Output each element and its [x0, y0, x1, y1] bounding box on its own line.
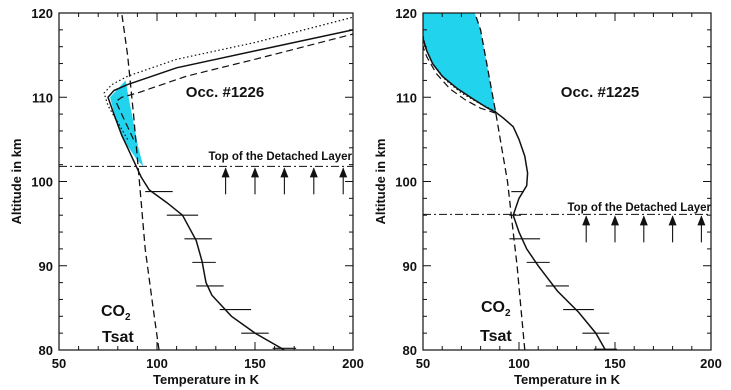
profile-lower-bound	[423, 46, 497, 114]
co2-label-main: CO	[101, 303, 125, 320]
co2-label-subscript: 2	[125, 312, 131, 323]
x-tick-label: 50	[52, 356, 66, 371]
y-axis-title: Altitude in km	[9, 139, 24, 225]
chart-panel-1: 50 100 150 200 80 90 100 110 120 Temperature in K…	[9, 6, 364, 387]
supersaturated-region	[423, 13, 496, 113]
temperature-profile-line	[107, 29, 353, 350]
x-tick-label: 100	[508, 356, 530, 371]
up-arrow-icon	[309, 167, 318, 195]
x-tick-label: 200	[700, 356, 722, 371]
occultation-label: Occ. #1225	[561, 84, 639, 101]
tsat-line	[121, 13, 160, 350]
co2-label: CO2	[481, 299, 511, 319]
y-tick-label: 90	[403, 259, 417, 274]
co2-label-subscript: 2	[505, 308, 511, 319]
co2-label-main: CO	[481, 299, 505, 316]
tsat-label: Tsat	[480, 328, 512, 345]
tsat-line	[474, 13, 526, 350]
up-arrow-icon	[339, 167, 348, 195]
y-tick-label: 110	[32, 90, 53, 105]
tsat-label: Tsat	[102, 329, 134, 346]
x-tick-label: 50	[416, 356, 430, 371]
detached-layer-label: Top of the Detached Layer	[567, 202, 711, 214]
y-tick-label: 90	[39, 259, 53, 274]
x-axis-title: Temperature in K	[153, 372, 260, 387]
x-tick-label: 100	[146, 356, 168, 371]
up-arrow-icon	[251, 167, 259, 195]
up-arrow-icon	[611, 215, 619, 243]
y-tick-label: 100	[31, 175, 53, 190]
up-arrow-icon	[639, 215, 648, 243]
chart-panel-2: 50 100 150 200 80 90 100 110 120 Temperature in K…	[373, 6, 722, 387]
occultation-label: Occ. #1226	[186, 84, 264, 101]
y-tick-label: 120	[31, 6, 53, 21]
temperature-profile-line	[423, 38, 607, 350]
x-axis-title: Temperature in K	[514, 372, 621, 387]
profile-upper-bound	[103, 16, 353, 140]
up-arrow-icon	[668, 215, 677, 243]
up-arrow-icon	[280, 167, 289, 195]
x-tick-label: 150	[604, 356, 626, 371]
y-axis-title: Altitude in km	[373, 139, 388, 225]
up-arrow-icon	[221, 167, 230, 195]
y-tick-label: 120	[395, 6, 417, 21]
profile-lower-bound	[115, 33, 353, 140]
up-arrow-icon	[697, 215, 706, 243]
detached-layer-label: Top of the Detached Layer	[208, 151, 352, 163]
y-tick-label: 100	[395, 175, 417, 190]
y-tick-label: 80	[39, 343, 53, 358]
x-tick-label: 200	[342, 356, 364, 371]
x-tick-label: 150	[244, 356, 266, 371]
up-arrow-icon	[582, 215, 591, 243]
plot-frame	[58, 12, 354, 351]
y-tick-label: 110	[396, 90, 417, 105]
co2-label: CO2	[101, 303, 131, 323]
y-tick-label: 80	[403, 343, 417, 358]
